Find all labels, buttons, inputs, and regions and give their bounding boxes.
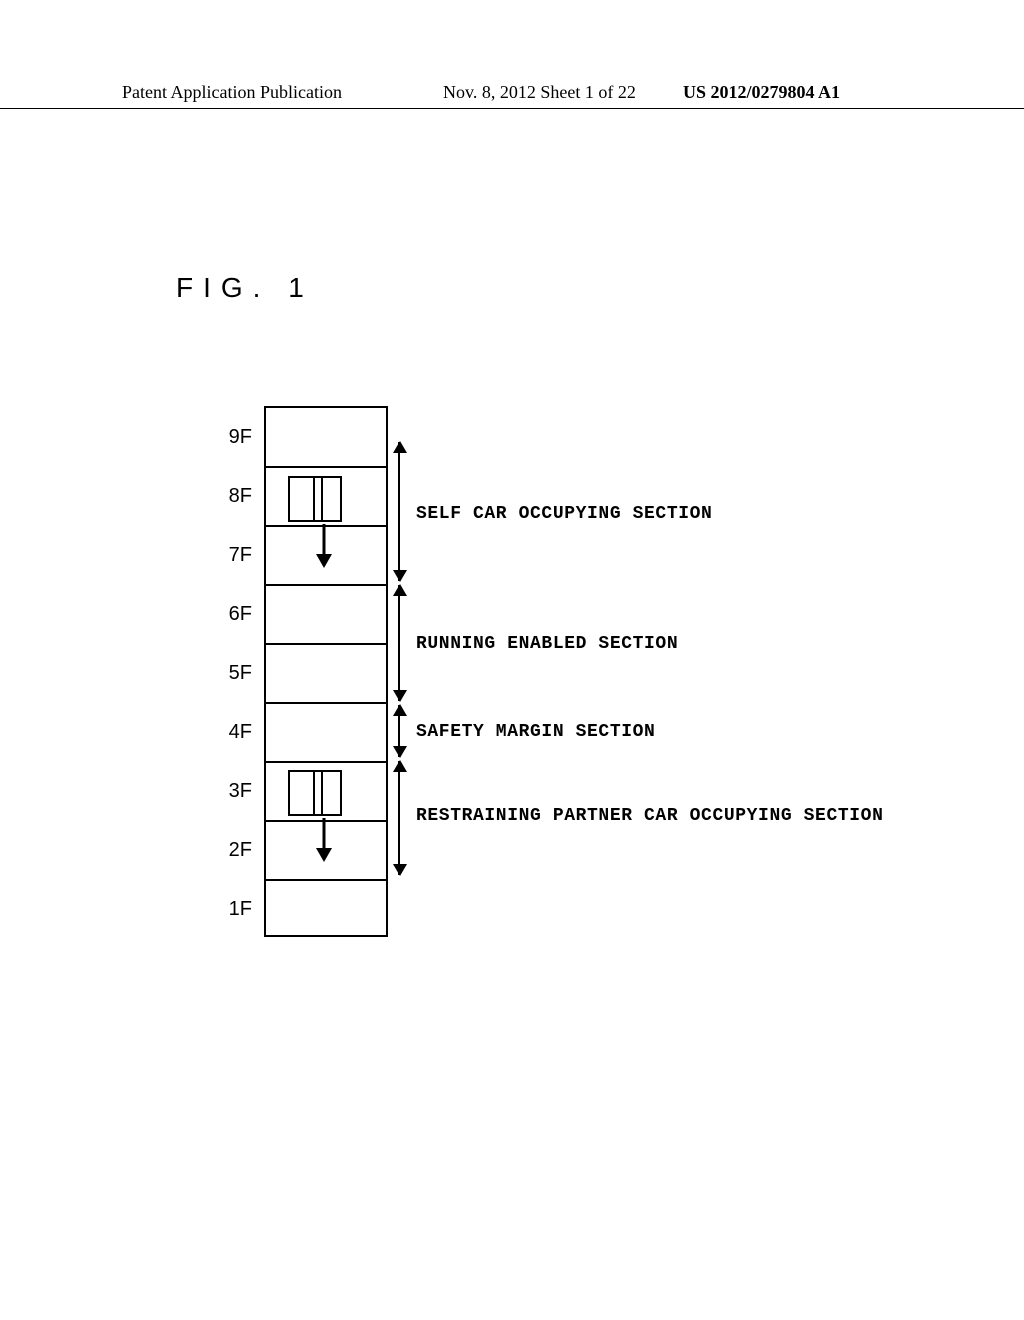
floor-label: 2F: [222, 839, 252, 862]
partner-car-arrow: [316, 818, 332, 862]
floor-label: 3F: [222, 780, 252, 803]
floor-label: 1F: [222, 898, 252, 921]
car-door-line: [321, 772, 323, 814]
floor-divider: [266, 584, 386, 586]
floor-label: 8F: [222, 485, 252, 508]
safety-range: [398, 705, 400, 757]
page: Patent Application Publication Nov. 8, 2…: [0, 0, 1024, 1320]
range-arrow-head-icon: [393, 570, 407, 582]
figure-label: FIG. 1: [176, 272, 314, 304]
header-mid: Nov. 8, 2012 Sheet 1 of 22: [443, 82, 636, 103]
running-label: RUNNING ENABLED SECTION: [416, 634, 678, 654]
page-header: Patent Application Publication Nov. 8, 2…: [0, 84, 1024, 109]
floor-divider: [266, 702, 386, 704]
floor-divider: [266, 466, 386, 468]
floor-divider: [266, 879, 386, 881]
range-arrow-head-icon: [393, 864, 407, 876]
running-range: [398, 585, 400, 701]
partner-occupy-label: RESTRAINING PARTNER CAR OCCUPYING SECTIO…: [416, 806, 883, 826]
self-car: [288, 476, 342, 522]
floor-divider: [266, 643, 386, 645]
floor-divider: [266, 761, 386, 763]
car-door-line: [321, 478, 323, 520]
header-row: Patent Application Publication Nov. 8, 2…: [0, 84, 1024, 106]
floor-label: 4F: [222, 721, 252, 744]
partner-occupy-range: [398, 761, 400, 875]
floor-label: 6F: [222, 603, 252, 626]
range-arrow-head-icon: [393, 584, 407, 596]
range-arrow-head-icon: [393, 690, 407, 702]
self-occupy-label: SELF CAR OCCUPYING SECTION: [416, 504, 712, 524]
floor-label: 5F: [222, 662, 252, 685]
arrow-head-icon: [316, 848, 332, 862]
floor-label: 9F: [222, 426, 252, 449]
car-door-line: [313, 478, 315, 520]
header-left: Patent Application Publication: [122, 82, 342, 103]
self-car-arrow: [316, 524, 332, 568]
range-arrow-head-icon: [393, 441, 407, 453]
partner-car: [288, 770, 342, 816]
range-arrow-head-icon: [393, 746, 407, 758]
safety-label: SAFETY MARGIN SECTION: [416, 722, 655, 742]
header-right: US 2012/0279804 A1: [683, 82, 840, 103]
car-door-line: [313, 772, 315, 814]
self-occupy-range: [398, 442, 400, 581]
range-arrow-head-icon: [393, 760, 407, 772]
range-arrow-head-icon: [393, 704, 407, 716]
arrow-shaft: [323, 818, 326, 850]
diagram: 9F 8F 7F 6F 5F 4F 3F 2F 1F SELF CAR OCCUPYING SE…: [222, 406, 922, 946]
arrow-head-icon: [316, 554, 332, 568]
floor-label: 7F: [222, 544, 252, 567]
arrow-shaft: [323, 524, 326, 556]
